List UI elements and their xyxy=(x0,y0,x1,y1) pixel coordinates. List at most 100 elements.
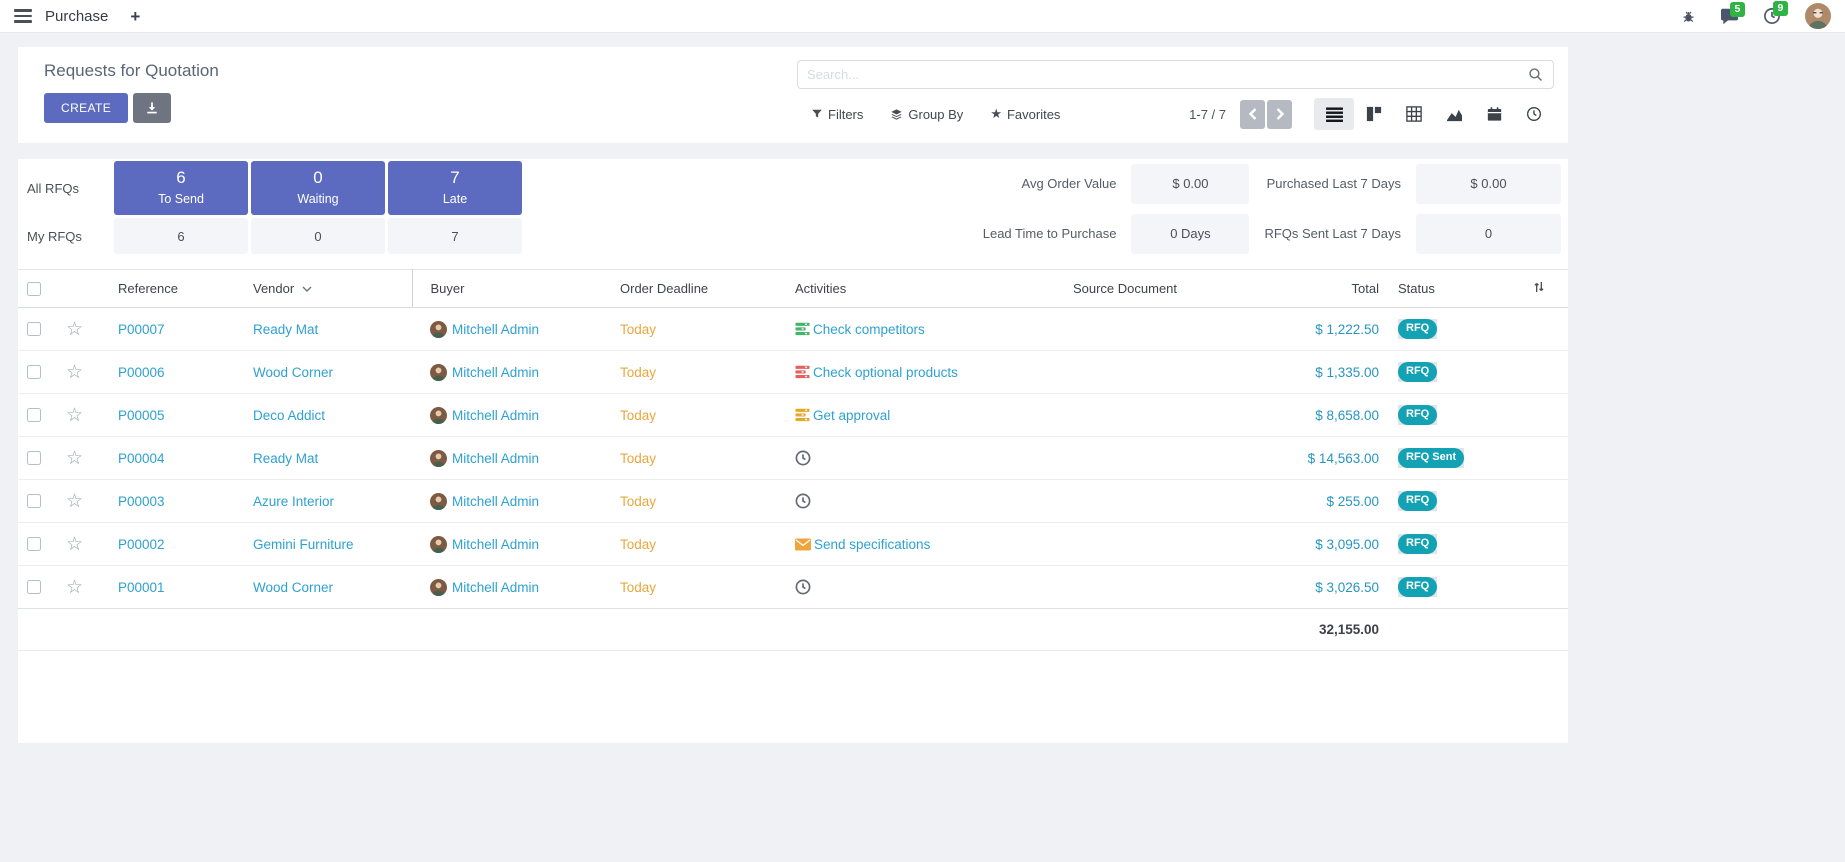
tasks-activity-icon xyxy=(795,408,810,422)
favorite-star-icon[interactable]: ☆ xyxy=(66,404,84,426)
optional-columns-button[interactable] xyxy=(1510,269,1568,308)
reference-link[interactable]: P00002 xyxy=(118,536,165,552)
activity-view-button[interactable] xyxy=(1514,98,1554,130)
row-checkbox[interactable] xyxy=(27,494,41,508)
reference-link[interactable]: P00007 xyxy=(118,321,165,337)
row-checkbox[interactable] xyxy=(27,365,41,379)
column-header-source-document[interactable]: Source Document xyxy=(1000,269,1250,308)
pager-next-button[interactable] xyxy=(1267,99,1292,129)
waiting-button[interactable]: 0 Waiting xyxy=(251,161,385,215)
vendor-link[interactable]: Azure Interior xyxy=(253,493,335,509)
download-icon xyxy=(147,102,157,114)
favorite-star-icon[interactable]: ☆ xyxy=(66,490,84,512)
buyer-link[interactable]: Mitchell Admin xyxy=(452,364,540,380)
buyer-avatar xyxy=(430,578,447,596)
reference-link[interactable]: P00003 xyxy=(118,493,165,509)
table-row[interactable]: ☆ P00003 Azure Interior Mitchell Admin T… xyxy=(18,479,1568,523)
table-row[interactable]: ☆ P00004 Ready Mat Mitchell Admin Today xyxy=(18,436,1568,480)
buyer-avatar xyxy=(430,535,447,553)
create-button[interactable]: CREATE xyxy=(44,93,129,123)
debug-bug-icon[interactable] xyxy=(1681,9,1696,24)
activity-link[interactable]: Send specifications xyxy=(814,536,931,552)
kanban-view-button[interactable] xyxy=(1354,98,1394,130)
purchased-last-7-days-value[interactable]: $ 0.00 xyxy=(1416,163,1561,204)
reference-link[interactable]: P00004 xyxy=(118,450,165,466)
avg-order-value[interactable]: $ 0.00 xyxy=(1131,163,1250,204)
chevron-right-icon xyxy=(1276,108,1284,120)
column-header-status[interactable]: Status xyxy=(1395,269,1510,308)
clock-activity-icon[interactable] xyxy=(795,579,811,595)
late-button[interactable]: 7 Late xyxy=(388,161,522,215)
table-row[interactable]: ☆ P00005 Deco Addict Mitchell Admin Toda… xyxy=(18,393,1568,437)
my-to-send-value[interactable]: 6 xyxy=(114,218,248,254)
column-header-buyer[interactable]: Buyer xyxy=(412,269,602,308)
filters-button[interactable]: Filters xyxy=(811,107,863,122)
row-checkbox[interactable] xyxy=(27,322,41,336)
favorite-star-icon[interactable]: ☆ xyxy=(66,447,84,469)
lead-time-value[interactable]: 0 Days xyxy=(1131,213,1250,254)
buyer-link[interactable]: Mitchell Admin xyxy=(452,579,540,595)
favorites-button[interactable]: ★ Favorites xyxy=(990,106,1061,122)
calendar-view-button[interactable] xyxy=(1474,98,1514,130)
search-icon[interactable] xyxy=(1527,66,1544,83)
search-bar[interactable] xyxy=(797,60,1554,89)
vendor-link[interactable]: Wood Corner xyxy=(253,364,334,380)
activities-icon[interactable]: 9 xyxy=(1763,1,1788,25)
list-view-button[interactable] xyxy=(1314,98,1354,130)
new-tab-button[interactable]: + xyxy=(130,6,141,26)
reference-link[interactable]: P00006 xyxy=(118,364,165,380)
row-checkbox[interactable] xyxy=(27,537,41,551)
vendor-link[interactable]: Deco Addict xyxy=(253,407,326,423)
table-row[interactable]: ☆ P00001 Wood Corner Mitchell Admin Toda… xyxy=(18,565,1568,609)
my-late-value[interactable]: 7 xyxy=(388,218,522,254)
row-checkbox[interactable] xyxy=(27,451,41,465)
rfqs-sent-last-7-days-value[interactable]: 0 xyxy=(1416,213,1561,254)
pager-previous-button[interactable] xyxy=(1240,99,1265,129)
messages-icon[interactable]: 5 xyxy=(1720,1,1745,25)
vendor-link[interactable]: Ready Mat xyxy=(253,321,319,337)
row-checkbox[interactable] xyxy=(27,408,41,422)
table-row[interactable]: ☆ P00007 Ready Mat Mitchell Admin Today xyxy=(18,307,1568,351)
activities-badge: 9 xyxy=(1773,1,1788,17)
buyer-link[interactable]: Mitchell Admin xyxy=(452,407,540,423)
vendor-link[interactable]: Ready Mat xyxy=(253,450,319,466)
table-row[interactable]: ☆ P00002 Gemini Furniture Mitchell Admin… xyxy=(18,522,1568,566)
column-header-vendor[interactable]: Vendor xyxy=(235,269,413,308)
vendor-link[interactable]: Gemini Furniture xyxy=(253,536,354,552)
activity-link[interactable]: Check competitors xyxy=(813,321,925,337)
favorite-star-icon[interactable]: ☆ xyxy=(66,318,84,340)
to-send-button[interactable]: 6 To Send xyxy=(114,161,248,215)
export-button[interactable] xyxy=(133,93,172,123)
apps-menu-icon[interactable] xyxy=(14,9,32,23)
pivot-view-button[interactable] xyxy=(1394,98,1434,130)
buyer-link[interactable]: Mitchell Admin xyxy=(452,493,540,509)
search-input[interactable] xyxy=(807,67,1527,82)
clock-activity-icon[interactable] xyxy=(795,450,811,466)
buyer-link[interactable]: Mitchell Admin xyxy=(452,321,540,337)
status-badge: RFQ xyxy=(1398,576,1438,598)
reference-link[interactable]: P00005 xyxy=(118,407,165,423)
column-header-total[interactable]: Total xyxy=(1250,269,1395,308)
my-waiting-value[interactable]: 0 xyxy=(251,218,385,254)
column-header-reference[interactable]: Reference xyxy=(100,269,235,308)
app-name[interactable]: Purchase xyxy=(45,7,109,25)
favorite-star-icon[interactable]: ☆ xyxy=(66,361,84,383)
favorite-star-icon[interactable]: ☆ xyxy=(66,533,84,555)
buyer-link[interactable]: Mitchell Admin xyxy=(452,450,540,466)
table-row[interactable]: ☆ P00006 Wood Corner Mitchell Admin Toda… xyxy=(18,350,1568,394)
column-header-activities[interactable]: Activities xyxy=(777,269,1000,308)
user-avatar[interactable] xyxy=(1805,3,1831,29)
favorite-star-icon[interactable]: ☆ xyxy=(66,576,84,598)
select-all-checkbox[interactable] xyxy=(27,281,41,296)
row-checkbox[interactable] xyxy=(27,580,41,594)
reference-link[interactable]: P00001 xyxy=(118,579,165,595)
clock-activity-icon[interactable] xyxy=(795,493,811,509)
activity-link[interactable]: Get approval xyxy=(813,407,891,423)
buyer-link[interactable]: Mitchell Admin xyxy=(452,536,540,552)
column-header-order-deadline[interactable]: Order Deadline xyxy=(602,269,777,308)
activity-link[interactable]: Check optional products xyxy=(813,364,958,380)
group-by-button[interactable]: Group By xyxy=(890,107,963,122)
messages-badge: 5 xyxy=(1730,1,1745,17)
vendor-link[interactable]: Wood Corner xyxy=(253,579,334,595)
graph-view-button[interactable] xyxy=(1434,98,1474,130)
